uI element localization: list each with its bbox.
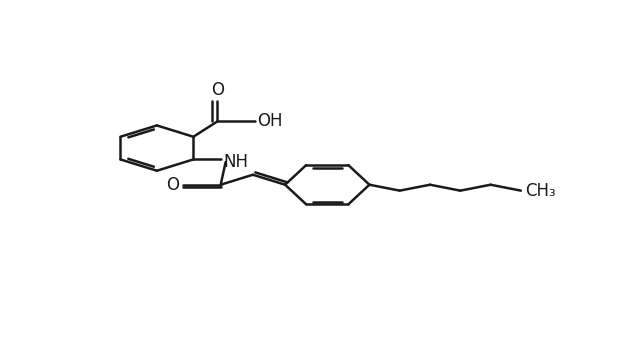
Text: OH: OH <box>257 112 282 130</box>
Text: O: O <box>166 176 179 194</box>
Text: O: O <box>211 81 224 99</box>
Text: NH: NH <box>223 153 248 171</box>
Text: CH₃: CH₃ <box>525 182 556 200</box>
